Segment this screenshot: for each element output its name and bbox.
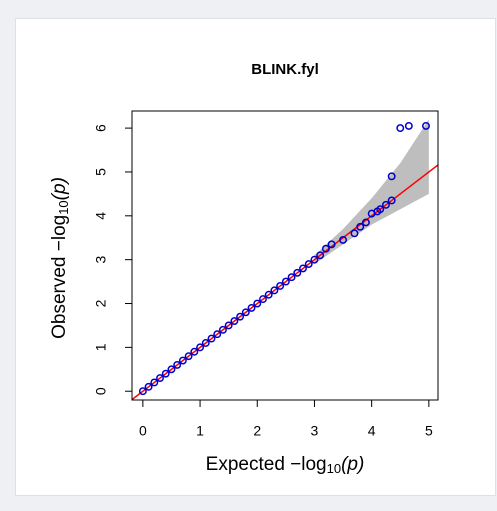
point [293,268,302,277]
x-label-sub: 10 [327,461,341,476]
point [207,334,216,343]
y-tick-label: 3 [93,256,109,264]
point [259,295,267,304]
plot-box [131,110,439,401]
x-label-suffix: (p) [341,454,364,475]
reference-line [132,163,438,400]
x-tick-label: 5 [425,423,433,439]
point [382,200,390,209]
point [230,317,239,326]
point [144,382,153,391]
point [270,286,279,295]
point [376,205,385,214]
point [321,244,330,253]
point [361,218,370,227]
x-tick-label: 2 [253,423,261,439]
confidence-band [314,119,429,265]
point [178,356,187,365]
point [247,303,256,312]
point [236,312,245,321]
point [201,339,210,347]
y-tick-label: 4 [93,212,109,220]
point [310,255,319,264]
point [404,121,413,130]
chart-title: BLINK.fyl [251,61,319,78]
point [253,299,262,308]
point [196,343,205,352]
point [213,330,222,339]
point [173,360,182,369]
point [264,290,273,299]
x-tick-label: 0 [139,423,147,439]
point [396,124,405,133]
x-axis-label: Expected −log10(p) [206,454,365,476]
y-tick-label: 0 [93,387,109,395]
plot-area [132,119,438,400]
point [224,321,233,330]
point [161,369,170,378]
y-axis-label: Observed −log10(p) [49,177,71,339]
point [156,374,164,383]
point [356,222,365,231]
y-label-sub: 10 [56,200,71,214]
y-tick-label: 6 [93,124,109,132]
point [167,365,176,374]
point [304,260,313,269]
point [350,229,359,238]
x-tick-label: 3 [311,423,319,439]
point [287,273,296,282]
x-tick-label: 1 [196,423,204,439]
point [316,251,325,260]
y-label-text: Observed −log [49,215,70,339]
point [339,235,348,244]
point [327,240,336,249]
card [15,18,496,496]
y-tick-label: 2 [93,299,109,307]
point [150,378,159,387]
x-tick-label: 4 [368,423,376,439]
point [387,196,396,205]
point [184,352,193,361]
point [218,325,227,334]
point [241,308,250,317]
point [281,277,290,286]
point [299,264,307,273]
point [422,121,430,130]
x-label-text: Expected −log [206,454,327,475]
y-label-suffix: (p) [49,177,70,200]
point [387,172,396,181]
point [138,387,147,396]
point [276,282,285,290]
point [190,347,199,356]
y-tick-label: 5 [93,168,109,176]
y-tick-label: 1 [93,343,109,351]
